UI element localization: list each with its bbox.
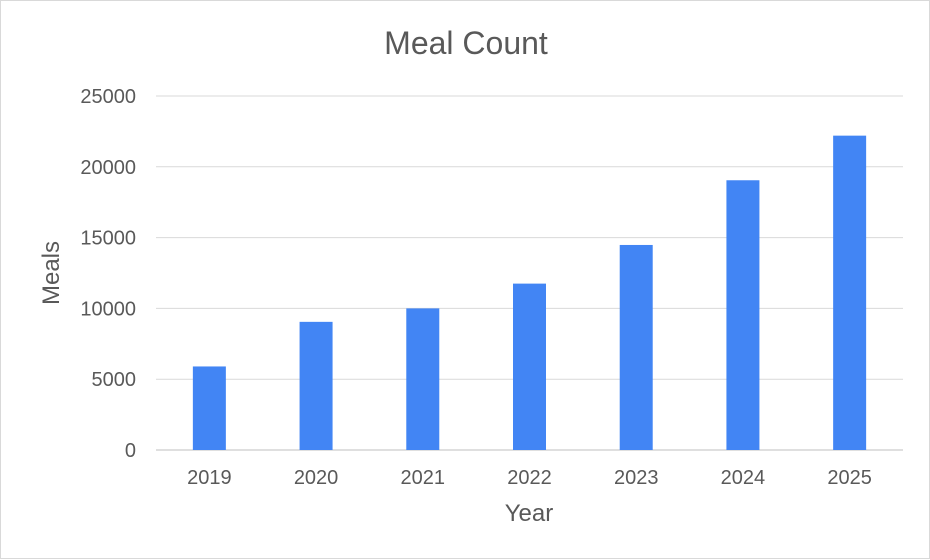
x-tick-label: 2022 xyxy=(507,467,552,489)
x-tick-label: 2025 xyxy=(827,467,872,489)
x-tick-label: 2021 xyxy=(401,467,446,489)
y-axis-label: Meals xyxy=(38,241,65,305)
bar-2021 xyxy=(406,308,440,450)
bar-2024 xyxy=(726,180,760,450)
bar-2023 xyxy=(619,244,653,450)
bar-2020 xyxy=(299,321,333,450)
y-axis-ticks: 0 5000 10000 15000 20000 25000 xyxy=(80,86,136,462)
bar-2022 xyxy=(513,283,546,450)
x-tick-label: 2023 xyxy=(614,467,659,489)
y-tick-label: 10000 xyxy=(80,298,136,320)
y-tick-label: 20000 xyxy=(80,157,136,179)
y-tick-label: 25000 xyxy=(80,86,136,108)
y-tick-label: 5000 xyxy=(92,369,137,391)
chart-title: Meal Count xyxy=(384,25,548,61)
y-tick-label: 0 xyxy=(125,440,136,462)
x-tick-label: 2020 xyxy=(294,467,339,489)
bar-2025 xyxy=(833,135,867,450)
x-tick-label: 2019 xyxy=(187,467,232,489)
bars xyxy=(192,135,867,450)
bar-2019 xyxy=(192,366,226,450)
x-axis-label: Year xyxy=(505,500,554,527)
x-axis-ticks: 2019 2020 2021 2022 2023 2024 2025 xyxy=(187,467,872,489)
x-tick-label: 2024 xyxy=(721,467,766,489)
y-tick-label: 15000 xyxy=(80,228,136,250)
